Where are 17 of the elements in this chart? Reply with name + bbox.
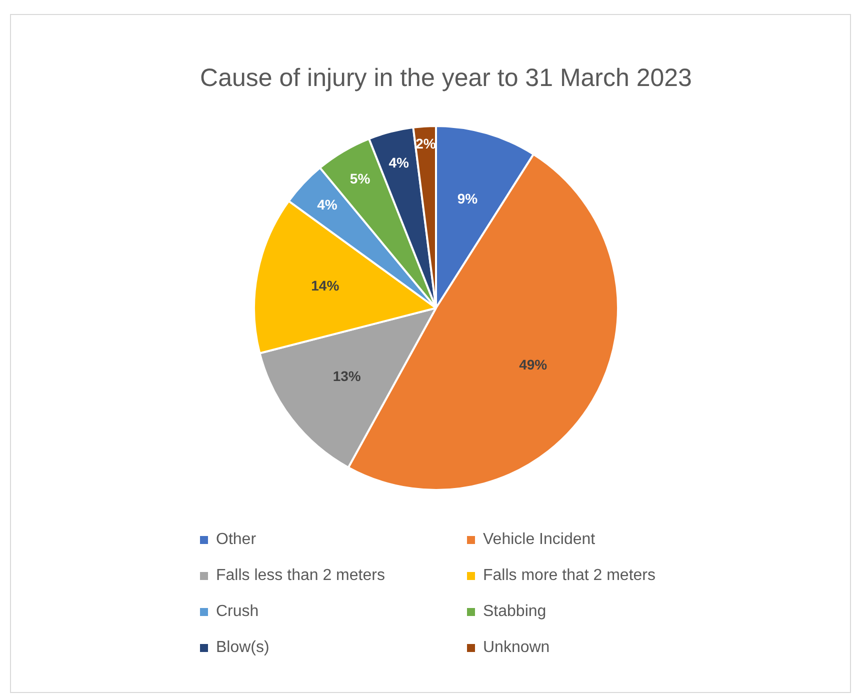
data-label: 13% (332, 368, 362, 384)
legend-label: Falls more that 2 meters (482, 566, 656, 586)
legend-label: Unknown (482, 638, 551, 658)
legend-label: Falls less than 2 meters (215, 566, 386, 586)
data-label: 5% (350, 170, 371, 186)
data-label: 4% (317, 196, 338, 213)
data-label: 14% (311, 278, 340, 294)
legend-label: Stabbing (482, 602, 548, 622)
data-label: 49% (519, 356, 548, 372)
data-label: 9% (457, 190, 478, 206)
legend-label: Crush (215, 602, 260, 622)
data-label: 2% (416, 135, 436, 152)
data-label: 4% (388, 154, 410, 170)
legend-label: Blow(s) (215, 638, 270, 658)
legend-label: Other (215, 530, 258, 550)
chart-title: Cause of injury in the year to 31 March 2023 (199, 64, 693, 93)
legend-label: Vehicle Incident (482, 530, 596, 550)
